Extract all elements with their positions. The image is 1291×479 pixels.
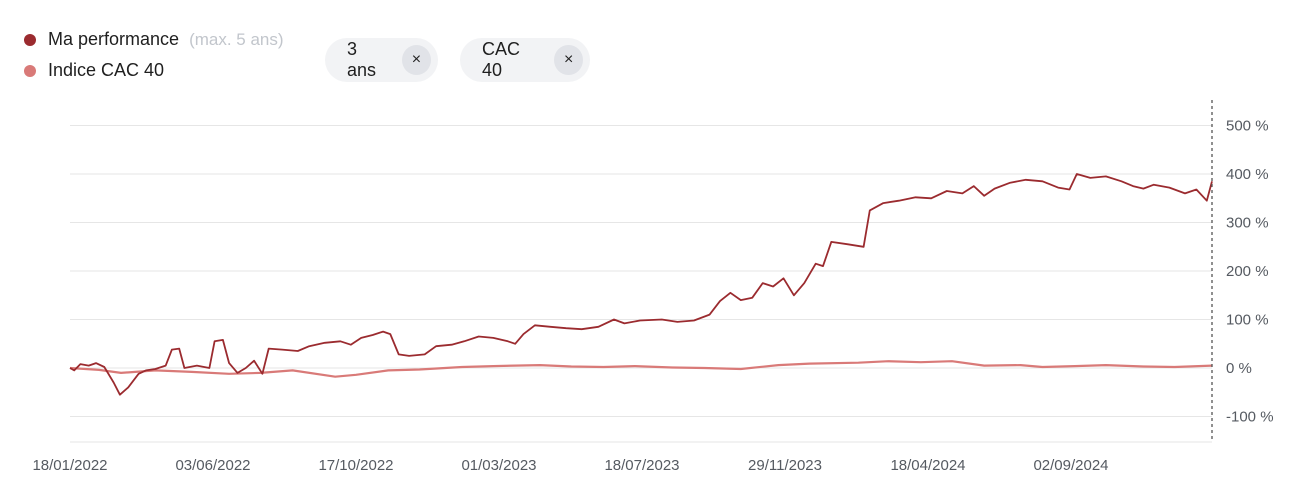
y-tick-label: 100 % [1226,312,1269,329]
legend-note-performance: (max. 5 ans) [189,29,284,49]
x-tick-label: 03/06/2022 [175,457,250,474]
close-icon[interactable]: × [554,45,583,75]
filter-chip-index-label: CAC 40 [482,39,521,80]
legend-dot-cac40 [24,64,36,77]
x-axis-ticks: 18/01/2022 03/06/2022 17/10/2022 01/03/2023… [32,457,1108,474]
filter-chip-index[interactable]: CAC 40 × [460,38,590,82]
filter-chip-period-label: 3 ans [347,39,377,80]
legend-item-performance[interactable]: Ma performance (max. 5 ans) [24,24,284,55]
y-axis-ticks: 500 % 400 % 300 % 200 % 100 % 0 % -100 % [1226,118,1274,426]
series-line-cac40 [69,360,1213,378]
y-tick-label: -100 % [1226,409,1274,426]
chart-grid [70,125,1212,443]
x-tick-label: 02/09/2024 [1033,457,1108,474]
legend-label-performance: Ma performance [48,29,180,49]
y-tick-label: 300 % [1226,215,1269,232]
close-icon[interactable]: × [401,45,431,75]
filter-chip-period[interactable]: 3 ans × [325,38,438,82]
x-tick-label: 17/10/2022 [318,457,393,474]
legend-label-cac40: Indice CAC 40 [48,60,165,80]
chart-series [69,173,1213,396]
y-tick-label: 500 % [1226,118,1269,135]
chart-legend: Ma performance (max. 5 ans) Indice CAC 4… [24,24,284,86]
x-tick-label: 18/07/2023 [604,457,679,474]
series-line-performance [69,173,1213,396]
x-tick-label: 29/11/2023 [748,457,822,474]
x-tick-label: 01/03/2023 [461,457,536,474]
y-tick-label: 400 % [1226,166,1269,183]
y-tick-label: 200 % [1226,263,1269,280]
x-tick-label: 18/01/2022 [32,457,107,474]
legend-item-cac40[interactable]: Indice CAC 40 [24,55,284,86]
y-tick-label: 0 % [1226,360,1252,377]
x-tick-label: 18/04/2024 [890,457,965,474]
legend-dot-performance [24,33,36,46]
